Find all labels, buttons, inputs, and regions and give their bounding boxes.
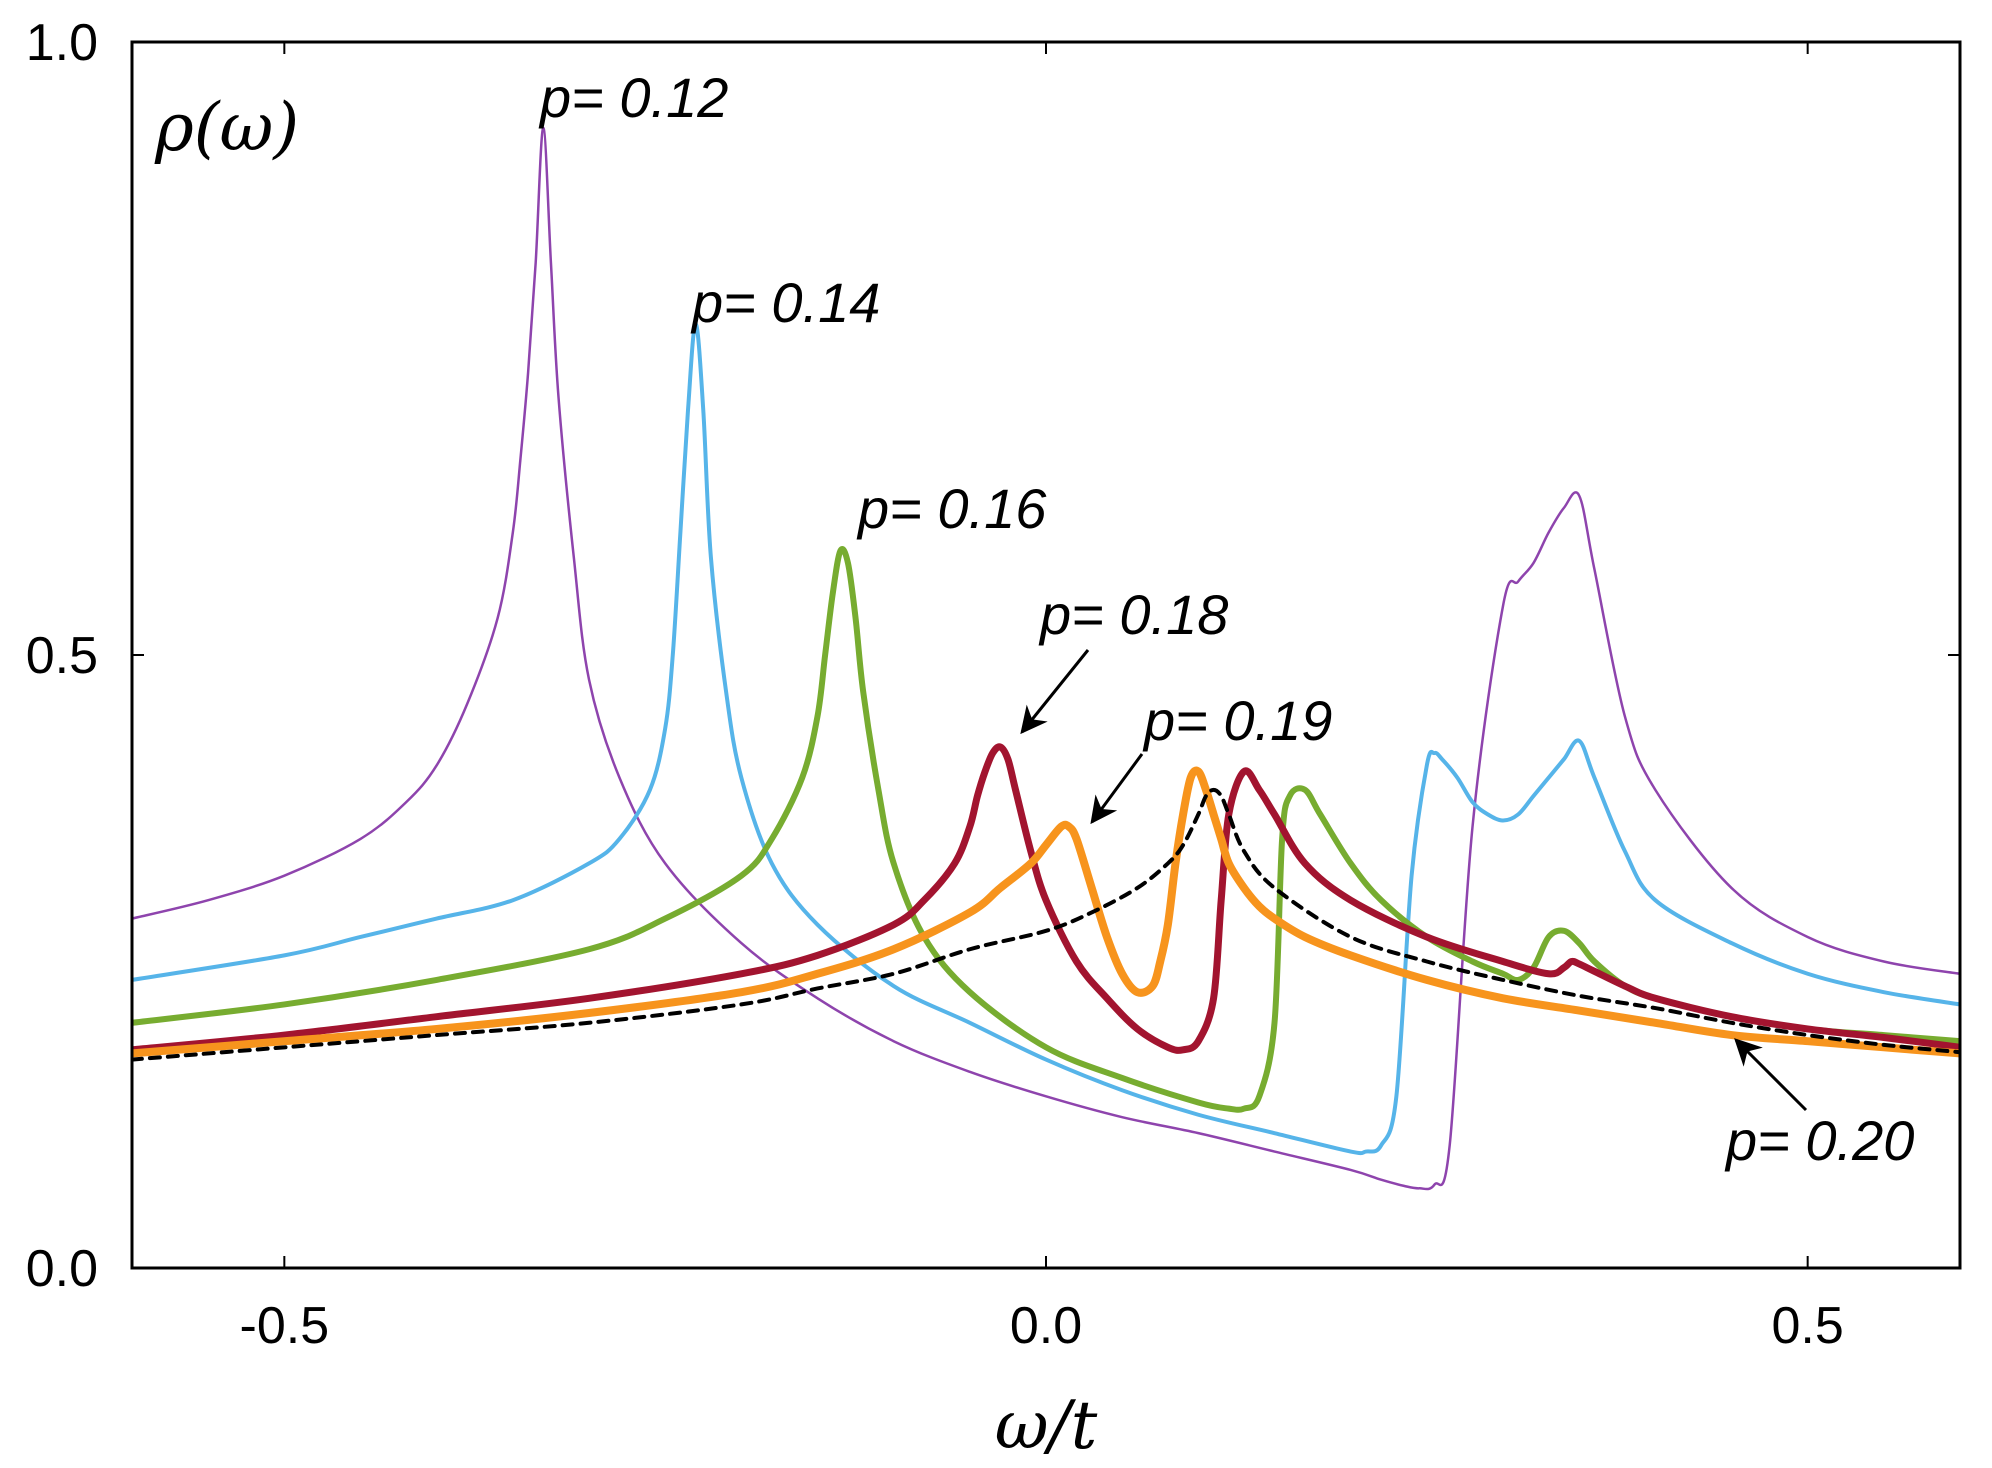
series-line-019 <box>132 766 1960 1058</box>
annotation-p016: p= 0.16 <box>856 477 1047 540</box>
y-tick-label: 0.5 <box>26 627 98 685</box>
arrow-p018 <box>1020 649 1090 735</box>
series-line-016 <box>132 545 1960 1113</box>
annotation-p014: p= 0.14 <box>690 271 880 334</box>
plot-frame <box>130 40 1962 1270</box>
annotation-p019: p= 0.19 <box>1142 689 1332 752</box>
axis-ticks: -0.5 0.0 0.5 0.0 0.5 1.0 <box>26 14 1960 1355</box>
series-line-012 <box>132 126 1960 1191</box>
y-axis-label: ρ(ω) <box>154 89 299 166</box>
annotation-p020: p= 0.20 <box>1724 1109 1914 1172</box>
series-line-020 <box>132 787 1960 1062</box>
x-axis-label: ω/t <box>995 1387 1098 1464</box>
x-tick-label: 0.5 <box>1772 1297 1844 1355</box>
annotation-p012: p= 0.12 <box>538 66 728 129</box>
series-line-018 <box>132 743 1960 1054</box>
series-layer <box>132 126 1960 1191</box>
annotation-p018: p= 0.18 <box>1038 583 1228 646</box>
arrow-p019 <box>1090 753 1144 825</box>
arrow-p020 <box>1734 1038 1808 1112</box>
y-tick-label: 1.0 <box>26 14 98 72</box>
series-line-014 <box>132 321 1960 1156</box>
x-tick-label: 0.0 <box>1010 1297 1082 1355</box>
x-tick-label: -0.5 <box>240 1297 330 1355</box>
annotation-layer: p= 0.12 p= 0.14 p= 0.16 p= 0.18 p= 0.19 … <box>538 66 1914 1172</box>
y-tick-label: 0.0 <box>26 1240 98 1298</box>
